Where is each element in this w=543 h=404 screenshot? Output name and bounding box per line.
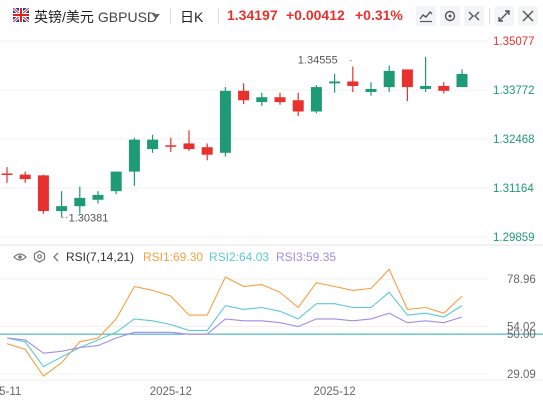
candle-body bbox=[183, 143, 195, 150]
candle-body bbox=[92, 194, 104, 200]
candle-body bbox=[347, 81, 359, 86]
chart-menu-button[interactable] bbox=[518, 6, 538, 26]
candle-body bbox=[201, 147, 213, 155]
symbol-code: GBPUSD bbox=[97, 9, 158, 25]
candle-body bbox=[456, 73, 468, 88]
price-axis-label: 1.35077 bbox=[493, 36, 535, 48]
line-chart-icon bbox=[419, 10, 433, 23]
chart-menu-icon bbox=[522, 10, 534, 22]
eye-icon[interactable] bbox=[13, 251, 27, 263]
rsi-axis-label: 29.09 bbox=[507, 369, 536, 381]
price-chart[interactable]: 1.35077 1.33772 1.32468 1.31164 1.29859 1.34… bbox=[0, 32, 543, 404]
settings-button[interactable] bbox=[440, 6, 460, 26]
last-price: 1.34197 bbox=[227, 7, 278, 23]
time-axis-label: 2025-12 bbox=[313, 386, 355, 398]
price-axis-label: 1.33772 bbox=[493, 85, 535, 97]
rsi-axis-label: 54.02 bbox=[507, 322, 536, 334]
candle-body bbox=[19, 174, 31, 180]
price-axis-label: 1.31164 bbox=[493, 183, 534, 195]
rsi-line-rsi2 bbox=[6, 291, 463, 368]
rsi3-value: RSI3:59.35 bbox=[276, 250, 337, 264]
candle-body bbox=[274, 97, 286, 103]
divider bbox=[489, 8, 490, 24]
grid-lines bbox=[0, 40, 488, 238]
candle-body bbox=[365, 88, 377, 92]
candle-body bbox=[238, 90, 250, 101]
candle-body bbox=[110, 171, 122, 192]
rsi-pane bbox=[0, 268, 543, 377]
time-axis: 25-11 2025-12 2025-12 bbox=[0, 379, 543, 398]
price-axis-label: 1.32468 bbox=[493, 134, 535, 146]
candle-body bbox=[420, 85, 432, 89]
candle-body bbox=[310, 87, 322, 112]
high-annotation: 1.34555 bbox=[298, 55, 338, 67]
candlestick-series bbox=[1, 57, 468, 218]
layout-button[interactable] bbox=[464, 6, 484, 26]
candle-body bbox=[219, 90, 231, 153]
candle-body bbox=[74, 197, 86, 207]
uk-flag-icon bbox=[13, 8, 29, 22]
candle-body bbox=[56, 206, 68, 212]
fullscreen-icon bbox=[498, 10, 510, 22]
price-change: +0.00412 bbox=[286, 7, 345, 23]
candle-body bbox=[1, 173, 13, 175]
candle-body bbox=[438, 85, 450, 91]
time-axis-label: 25-11 bbox=[0, 386, 21, 398]
layout-icon bbox=[468, 11, 480, 21]
settings-icon[interactable] bbox=[33, 250, 46, 263]
symbol-selector[interactable]: 英镑/美元 GBPUSD bbox=[34, 7, 157, 27]
rsi-line-rsi1 bbox=[6, 268, 463, 377]
time-axis-label: 2025-12 bbox=[150, 386, 192, 398]
candle-body bbox=[147, 139, 159, 150]
rsi-indicator-name[interactable]: RSI(7,14,21) bbox=[66, 250, 135, 264]
rsi1-value: RSI1:69.30 bbox=[143, 250, 204, 264]
chevron-left-icon[interactable] bbox=[52, 252, 60, 262]
candle-body bbox=[256, 97, 268, 103]
candle-body bbox=[292, 100, 304, 112]
rsi-line-rsi3 bbox=[6, 312, 463, 354]
fullscreen-button[interactable] bbox=[494, 6, 514, 26]
candle-body bbox=[37, 175, 49, 212]
chevron-down-icon[interactable] bbox=[152, 14, 160, 19]
line-chart-button[interactable] bbox=[416, 6, 436, 26]
period-selector[interactable]: 日K bbox=[180, 9, 204, 25]
candle-body bbox=[128, 139, 140, 172]
candle-body bbox=[401, 69, 413, 88]
price-axis: 1.35077 1.33772 1.32468 1.31164 1.29859 bbox=[493, 36, 535, 244]
candle-body bbox=[383, 70, 395, 88]
candle-body bbox=[165, 145, 177, 147]
price-axis-label: 1.29859 bbox=[493, 232, 535, 244]
settings-icon bbox=[444, 10, 456, 22]
rsi-axis-label: 50.00 bbox=[507, 329, 536, 341]
rsi-axis-label: 78.96 bbox=[507, 274, 536, 286]
symbol-name: 英镑/美元 bbox=[34, 9, 94, 25]
divider bbox=[170, 8, 171, 24]
rsi-legend: RSI(7,14,21) RSI1:69.30 RSI2:64.03 RSI3:… bbox=[0, 248, 543, 268]
chart-header: 英镑/美元 GBPUSD 日K 1.34197 +0.00412 +0.31% bbox=[0, 0, 543, 32]
price-change-percent: +0.31% bbox=[355, 7, 403, 23]
rsi2-value: RSI2:64.03 bbox=[209, 250, 270, 264]
price-annotations: 1.34555 1.30381 bbox=[61, 55, 353, 224]
candle-body bbox=[329, 81, 341, 84]
low-annotation: 1.30381 bbox=[69, 212, 109, 224]
divider bbox=[218, 8, 219, 24]
